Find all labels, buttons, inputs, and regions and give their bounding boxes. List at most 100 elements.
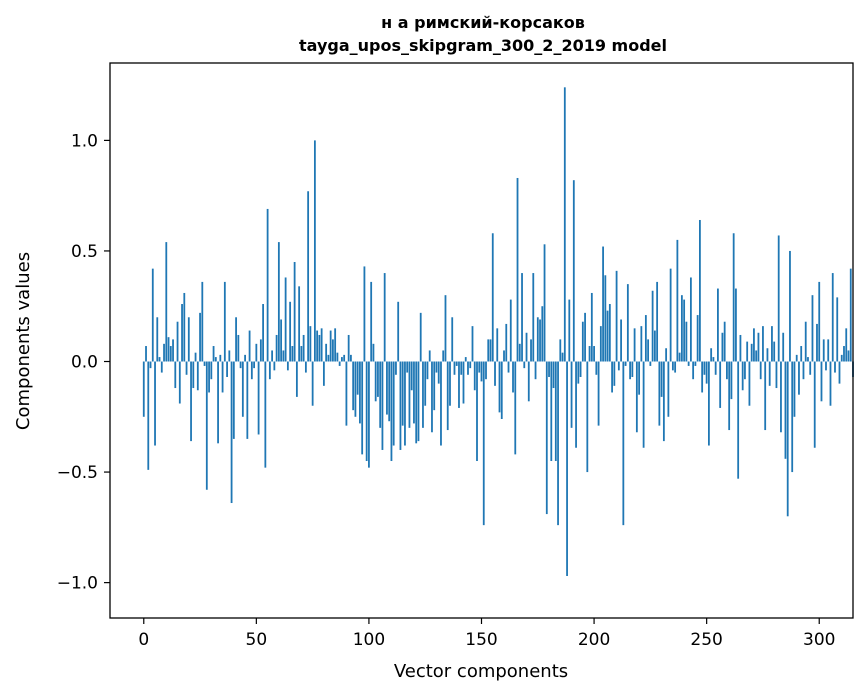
bar: [741, 361, 744, 391]
bar: [442, 350, 445, 362]
bar: [791, 361, 794, 473]
bar: [611, 361, 613, 393]
bar: [201, 281, 204, 362]
bar: [586, 361, 589, 473]
bar: [694, 361, 697, 366]
bar: [581, 321, 584, 362]
bar: [165, 242, 168, 362]
bar: [838, 361, 841, 384]
bar: [158, 357, 161, 362]
bar: [683, 299, 686, 362]
bar: [498, 361, 501, 413]
bars-group: [142, 87, 854, 576]
bar: [608, 304, 611, 362]
bar: [640, 326, 643, 362]
bar: [840, 354, 843, 362]
bar: [480, 361, 483, 382]
bar: [219, 354, 222, 362]
bar: [255, 343, 258, 362]
bar: [228, 350, 231, 362]
bar: [262, 304, 264, 362]
bar: [653, 330, 656, 362]
bar: [764, 361, 767, 431]
bar: [316, 330, 319, 362]
bar: [843, 346, 845, 362]
bar: [253, 361, 255, 369]
bar: [431, 361, 433, 433]
bar: [417, 361, 420, 442]
bar: [302, 334, 305, 362]
bar: [298, 286, 301, 362]
bar: [667, 361, 670, 417]
bar: [332, 339, 334, 362]
bar: [386, 361, 388, 415]
bar: [687, 361, 690, 366]
bar: [834, 361, 836, 373]
bar: [268, 361, 271, 380]
y-tick-label: 0.0: [71, 353, 98, 373]
bar: [455, 361, 458, 366]
bar: [462, 361, 465, 404]
bar: [352, 361, 355, 411]
bar: [239, 361, 242, 369]
chart-title-line2: tayga_upos_skipgram_300_2_2019 model: [299, 36, 667, 55]
bar: [545, 361, 548, 515]
y-tick-label: 1.0: [71, 131, 98, 151]
bar: [419, 312, 422, 362]
bar: [390, 361, 393, 462]
bar: [476, 361, 478, 462]
bar: [568, 299, 571, 362]
bar: [471, 326, 474, 362]
bar: [444, 295, 447, 362]
bar: [658, 361, 661, 426]
bar: [232, 361, 235, 439]
bar: [638, 361, 641, 395]
bar: [831, 273, 834, 362]
bar: [753, 328, 755, 362]
bar: [415, 361, 418, 444]
bar: [223, 281, 226, 362]
bar: [633, 328, 636, 362]
bar: [311, 361, 314, 406]
bar: [309, 326, 312, 362]
bar: [190, 361, 192, 442]
bar: [629, 361, 631, 380]
bar: [453, 361, 456, 375]
bar: [404, 361, 406, 446]
bar: [354, 361, 357, 417]
bar: [717, 288, 719, 362]
bar: [744, 361, 746, 380]
bar: [336, 352, 339, 362]
bar: [800, 346, 803, 362]
bar: [577, 361, 580, 384]
bar: [721, 332, 724, 362]
bar: [383, 273, 386, 362]
bar: [435, 361, 438, 373]
bar: [703, 361, 706, 375]
bar: [275, 334, 278, 362]
bar: [379, 361, 382, 428]
bar: [464, 357, 467, 362]
y-axis-ticks: −1.0 −0.5 0.0 0.5 1.0: [57, 131, 110, 594]
bar: [169, 346, 172, 362]
bar: [217, 361, 219, 444]
bar: [241, 361, 244, 417]
bar: [816, 323, 818, 362]
bar: [795, 354, 798, 362]
bar: [748, 361, 751, 406]
bar: [307, 191, 310, 362]
bar: [356, 361, 359, 395]
bar: [365, 361, 368, 462]
bar: [674, 361, 677, 373]
bar: [822, 339, 825, 362]
bar: [361, 361, 364, 455]
bar: [210, 361, 213, 380]
bar: [762, 326, 764, 362]
bar: [593, 346, 595, 362]
bar: [478, 361, 481, 373]
bar: [699, 219, 701, 362]
bar: [597, 361, 600, 426]
bar: [300, 346, 303, 362]
y-tick-label: −0.5: [57, 463, 98, 483]
bar: [395, 361, 397, 375]
